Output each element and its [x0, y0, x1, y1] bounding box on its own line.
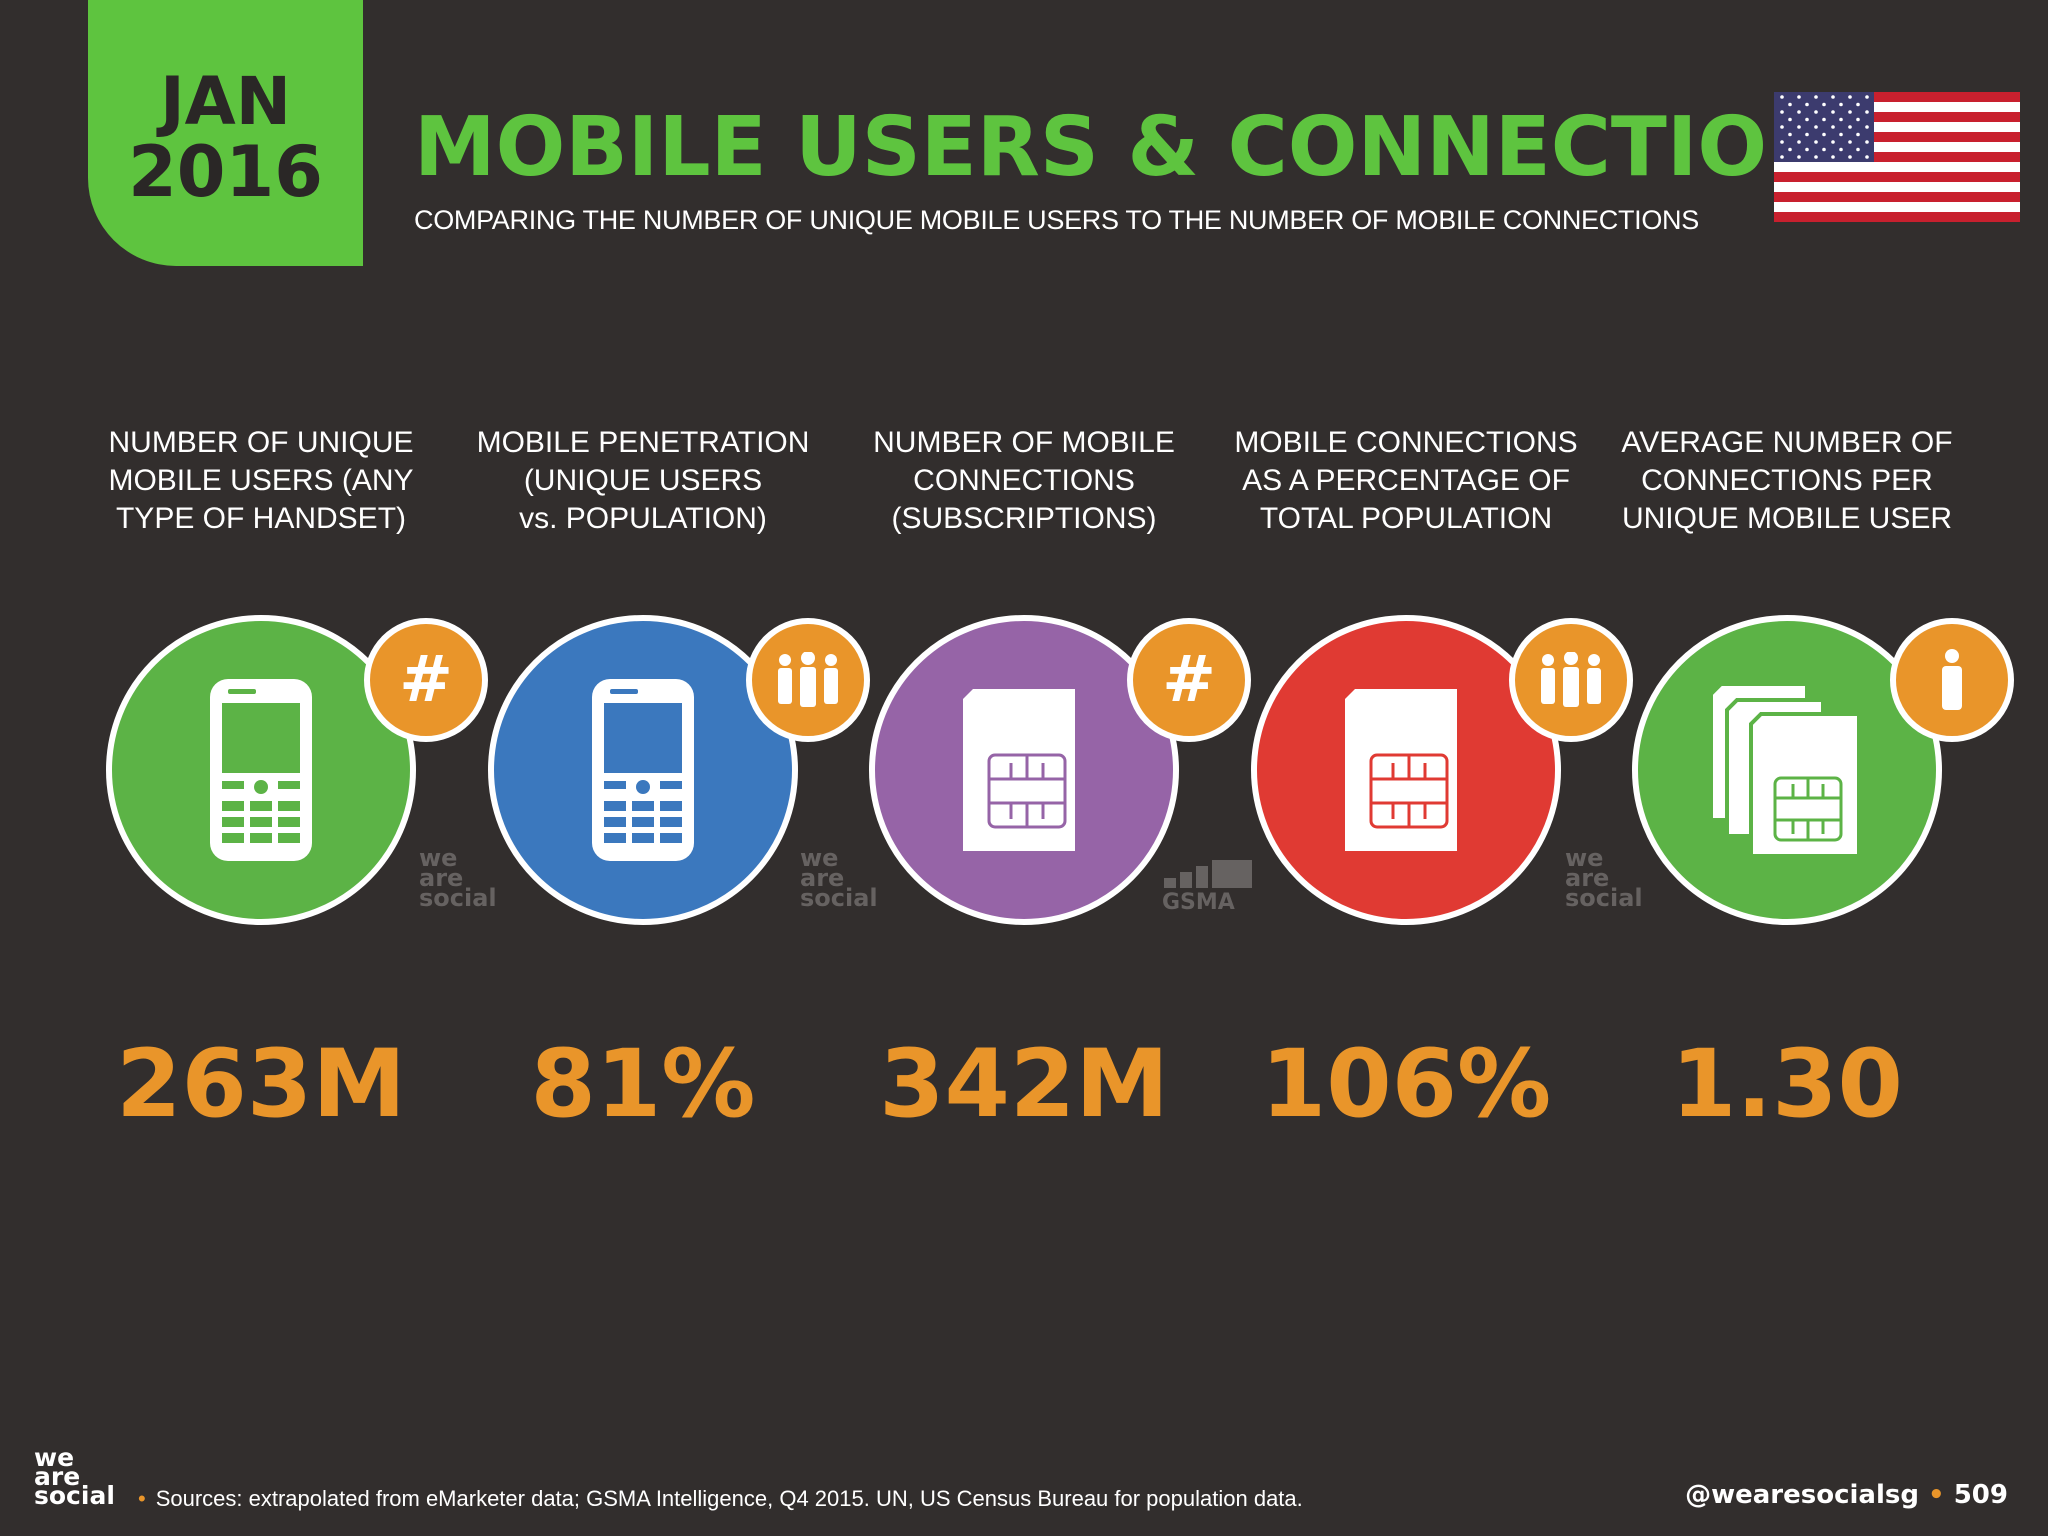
people-icon: [746, 618, 870, 742]
footer-handle: @wearesocialsg • 509: [1685, 1480, 2008, 1510]
stat-label: MOBILE PENETRATION (UNIQUE USERS vs. POPUL…: [476, 426, 810, 535]
date-month: JAN: [160, 63, 291, 140]
page-title: MOBILE USERS & CONNECTIONS: [414, 100, 1895, 195]
stat-value: 1.30: [1671, 1030, 1903, 1139]
wearesocial-watermark: we are social: [419, 844, 497, 912]
date-tab: JAN 2016: [88, 0, 363, 266]
stat-value: 106%: [1260, 1030, 1552, 1139]
gsma-logo-icon: [1164, 860, 1252, 888]
sim-card-icon: [963, 689, 1075, 851]
wearesocial-watermark: we are social: [800, 844, 878, 912]
stat-label: MOBILE CONNECTIONS AS A PERCENTAGE OF TOTA…: [1234, 426, 1578, 535]
phone-icon: [210, 679, 312, 861]
people-icon: [1509, 618, 1633, 742]
gsma-watermark: GSMA: [1162, 860, 1254, 915]
stat-circle: [1632, 615, 1942, 925]
bullet: •: [138, 1486, 146, 1511]
stat-label: NUMBER OF UNIQUE MOBILE USERS (ANY TYPE OF…: [108, 426, 414, 535]
stat-value: 81%: [530, 1030, 756, 1139]
wearesocial-watermark: we are social: [1565, 844, 1643, 912]
hash-icon: #: [364, 618, 488, 742]
stat-value: 263M: [116, 1030, 406, 1139]
sim-cards-stack-icon: [1709, 682, 1861, 858]
wearesocial-logo: we are social: [34, 1443, 115, 1510]
sources-note: • Sources: extrapolated from eMarketer da…: [138, 1486, 1303, 1511]
stat-value: 342M: [879, 1030, 1169, 1139]
person-icon: [1890, 618, 2014, 742]
social-handle: @wearesocialsg: [1685, 1480, 1919, 1510]
page-subtitle: COMPARING THE NUMBER OF UNIQUE MOBILE US…: [414, 205, 1699, 235]
usa-flag-icon: [1774, 92, 2020, 222]
phone-icon: [592, 679, 694, 861]
stat-label: AVERAGE NUMBER OF CONNECTIONS PER UNIQUE M…: [1621, 426, 1953, 535]
stat-label: NUMBER OF MOBILE CONNECTIONS (SUBSCRIPTION…: [873, 426, 1175, 535]
page-number: 509: [1953, 1480, 2008, 1510]
date-year: 2016: [128, 131, 323, 213]
sim-card-icon: [1345, 689, 1457, 851]
hash-icon: #: [1127, 618, 1251, 742]
